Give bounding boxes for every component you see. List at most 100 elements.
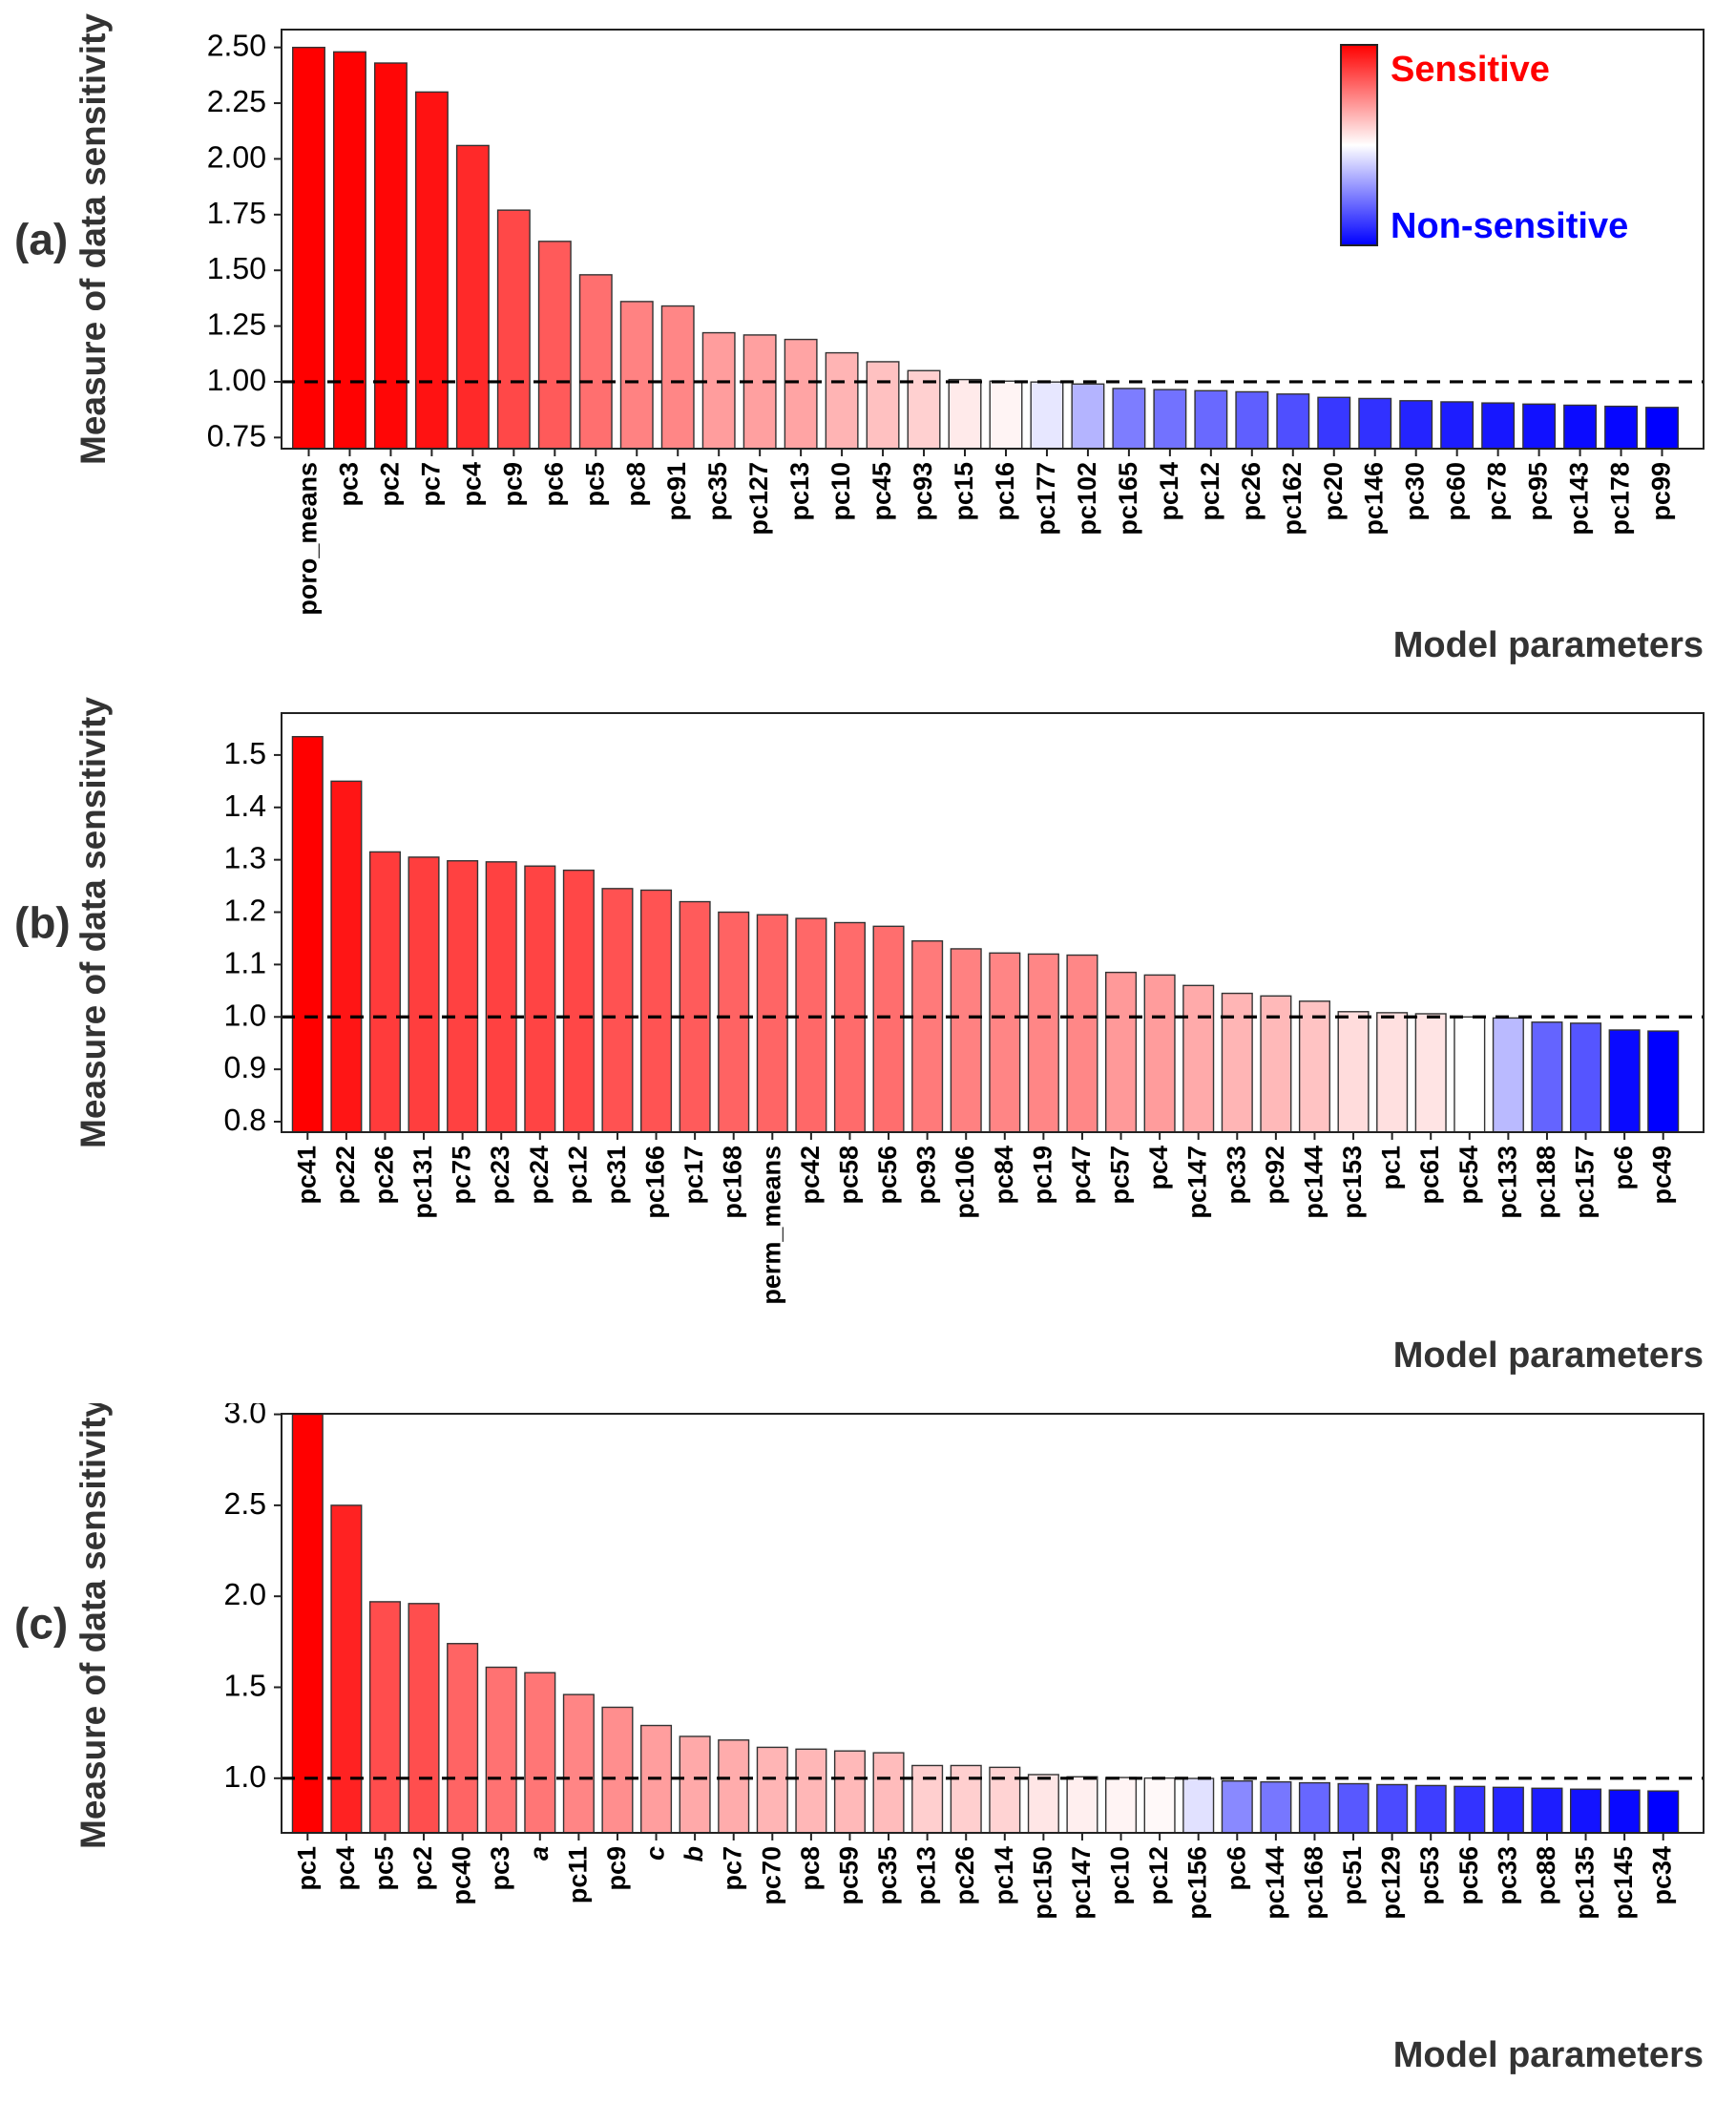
svg-text:pc144: pc144: [1261, 1846, 1289, 1920]
svg-text:perm_means: perm_means: [757, 1146, 785, 1305]
svg-text:pc7: pc7: [719, 1846, 747, 1891]
svg-text:pc14: pc14: [990, 1846, 1018, 1905]
svg-text:0.9: 0.9: [224, 1050, 266, 1084]
svg-text:pc13: pc13: [785, 462, 814, 521]
svg-text:pc14: pc14: [1155, 462, 1183, 521]
svg-text:pc12: pc12: [1144, 1846, 1173, 1905]
svg-text:1.5: 1.5: [224, 1669, 266, 1703]
svg-text:poro_means: poro_means: [293, 462, 322, 616]
svg-text:pc22: pc22: [331, 1146, 360, 1205]
svg-text:pc131: pc131: [408, 1146, 437, 1219]
svg-text:pc19: pc19: [1028, 1146, 1056, 1205]
svg-text:pc33: pc33: [1222, 1146, 1250, 1205]
svg-text:pc5: pc5: [580, 462, 609, 507]
svg-text:pc4: pc4: [457, 462, 486, 507]
svg-text:pc56: pc56: [873, 1146, 902, 1205]
svg-text:pc147: pc147: [1067, 1846, 1096, 1920]
svg-text:pc49: pc49: [1648, 1146, 1677, 1205]
svg-text:pc75: pc75: [448, 1146, 476, 1205]
svg-text:c: c: [641, 1846, 670, 1861]
svg-text:Measure of data sensitivity: Measure of data sensitivity: [73, 697, 113, 1148]
svg-text:pc33: pc33: [1493, 1846, 1521, 1905]
svg-text:pc31: pc31: [602, 1146, 631, 1205]
svg-text:pc5: pc5: [369, 1846, 398, 1891]
svg-text:pc129: pc129: [1377, 1846, 1406, 1920]
svg-text:pc10: pc10: [1106, 1846, 1135, 1905]
svg-text:pc92: pc92: [1261, 1146, 1289, 1205]
svg-text:Sensitive: Sensitive: [1391, 50, 1550, 90]
svg-text:pc88: pc88: [1532, 1846, 1560, 1905]
svg-text:1.25: 1.25: [207, 307, 266, 342]
svg-text:pc56: pc56: [1454, 1846, 1483, 1905]
svg-text:1.50: 1.50: [207, 251, 266, 285]
svg-text:pc93: pc93: [912, 1146, 941, 1205]
svg-text:pc15: pc15: [950, 462, 978, 521]
svg-text:pc12: pc12: [1196, 462, 1224, 521]
svg-text:pc93: pc93: [909, 462, 937, 521]
svg-text:pc2: pc2: [408, 1846, 437, 1891]
svg-text:pc153: pc153: [1338, 1146, 1367, 1219]
svg-text:pc145: pc145: [1609, 1846, 1638, 1920]
svg-text:2.5: 2.5: [224, 1486, 266, 1521]
svg-text:Model parameters: Model parameters: [1393, 2035, 1704, 2075]
svg-text:1.5: 1.5: [224, 736, 266, 770]
svg-text:pc91: pc91: [662, 462, 691, 521]
svg-text:b: b: [680, 1846, 708, 1862]
svg-text:pc30: pc30: [1401, 462, 1430, 521]
svg-text:pc84: pc84: [990, 1146, 1018, 1205]
svg-text:(a): (a): [14, 215, 68, 264]
svg-text:1.0: 1.0: [224, 998, 266, 1032]
svg-text:pc8: pc8: [796, 1846, 825, 1891]
svg-text:pc58: pc58: [834, 1146, 863, 1205]
svg-text:pc24: pc24: [525, 1146, 554, 1205]
svg-text:pc61: pc61: [1415, 1146, 1444, 1205]
svg-text:pc156: pc156: [1183, 1846, 1212, 1920]
svg-text:pc23: pc23: [486, 1146, 514, 1205]
svg-text:pc47: pc47: [1067, 1146, 1096, 1205]
svg-text:pc135: pc135: [1571, 1846, 1600, 1920]
svg-text:pc150: pc150: [1028, 1846, 1056, 1920]
svg-text:0.75: 0.75: [207, 418, 266, 452]
svg-text:Measure of data sensitivity: Measure of data sensitivity: [73, 13, 113, 465]
svg-text:pc12: pc12: [563, 1146, 592, 1205]
svg-text:pc57: pc57: [1106, 1146, 1135, 1205]
svg-text:Model parameters: Model parameters: [1393, 625, 1704, 665]
svg-text:pc41: pc41: [292, 1146, 321, 1205]
svg-text:pc143: pc143: [1565, 462, 1594, 536]
svg-text:pc106: pc106: [951, 1146, 979, 1219]
svg-text:pc13: pc13: [912, 1846, 941, 1905]
svg-text:pc59: pc59: [834, 1846, 863, 1905]
svg-text:pc6: pc6: [1609, 1146, 1638, 1190]
svg-text:Non-sensitive: Non-sensitive: [1391, 206, 1628, 246]
svg-text:pc162: pc162: [1278, 462, 1307, 536]
svg-text:pc168: pc168: [719, 1146, 747, 1219]
svg-text:pc2: pc2: [375, 462, 404, 507]
svg-text:a: a: [525, 1846, 554, 1861]
svg-text:pc7: pc7: [416, 462, 445, 507]
svg-text:pc10: pc10: [826, 462, 855, 521]
svg-text:pc26: pc26: [369, 1146, 398, 1205]
svg-text:pc53: pc53: [1415, 1846, 1444, 1905]
svg-text:1.2: 1.2: [224, 894, 266, 928]
svg-text:pc1: pc1: [292, 1846, 321, 1891]
svg-text:pc3: pc3: [486, 1846, 514, 1891]
svg-text:1.3: 1.3: [224, 841, 266, 875]
svg-text:pc133: pc133: [1493, 1146, 1521, 1219]
svg-text:2.25: 2.25: [207, 84, 266, 118]
svg-text:pc4: pc4: [1144, 1146, 1173, 1190]
svg-text:3.0: 3.0: [224, 1403, 266, 1430]
svg-text:pc168: pc168: [1299, 1846, 1328, 1920]
svg-text:pc147: pc147: [1183, 1146, 1212, 1219]
svg-text:1.75: 1.75: [207, 196, 266, 230]
svg-text:1.00: 1.00: [207, 363, 266, 397]
svg-text:pc166: pc166: [641, 1146, 670, 1219]
svg-text:pc51: pc51: [1338, 1846, 1367, 1905]
svg-text:pc8: pc8: [621, 462, 650, 507]
svg-text:pc144: pc144: [1299, 1146, 1328, 1219]
svg-text:2.00: 2.00: [207, 139, 266, 174]
svg-text:0.8: 0.8: [224, 1103, 266, 1137]
svg-text:pc11: pc11: [563, 1846, 592, 1903]
svg-text:pc42: pc42: [796, 1146, 825, 1205]
svg-text:1.1: 1.1: [224, 945, 266, 979]
svg-text:pc165: pc165: [1114, 462, 1142, 536]
